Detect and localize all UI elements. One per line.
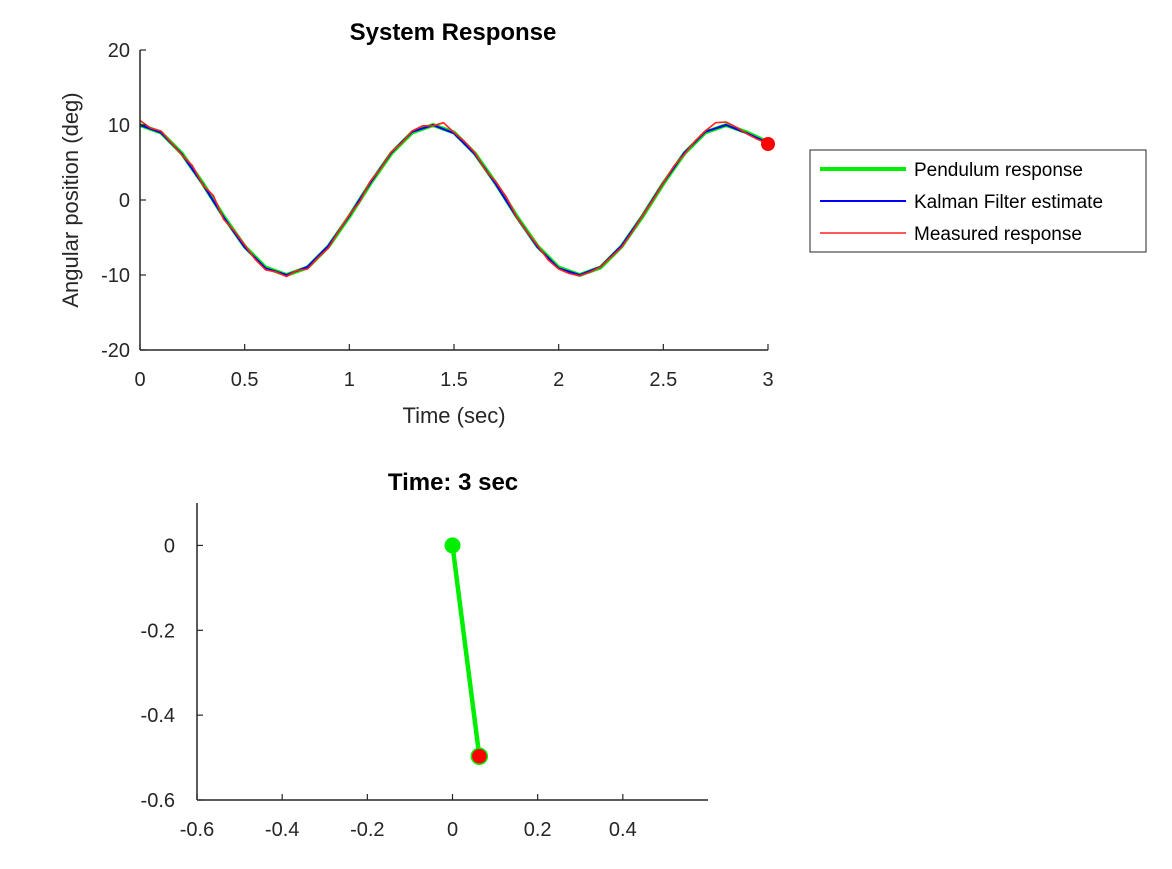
bottom-y-tick-label: -0.2 [141, 620, 175, 642]
bottom-x-tick-label: 0.4 [609, 819, 637, 841]
top-x-tick-label: 3 [762, 369, 773, 391]
bottom-x-tick-label: -0.6 [180, 819, 214, 841]
pendulum-animation-chart: Time: 3 sec -0.6 -0.4 -0.2 0 0.2 0.4 -0.6 -0.4… [141, 469, 708, 841]
top-x-tick-label: 0 [134, 369, 145, 391]
top-y-tick-label: -20 [101, 340, 130, 362]
top-x-tick-label: 1 [344, 369, 355, 391]
top-x-tick-label: 0.5 [231, 369, 259, 391]
bottom-chart-title: Time: 3 sec [388, 469, 518, 496]
top-chart-title: System Response [350, 19, 557, 46]
top-x-axis-label: Time (sec) [402, 403, 505, 428]
bottom-x-ticks: -0.6 -0.4 -0.2 0 0.2 0.4 [180, 794, 637, 841]
top-x-tick-label: 2 [553, 369, 564, 391]
top-y-tick-label: 10 [108, 115, 130, 137]
bottom-y-tick-label: 0 [164, 535, 175, 557]
bottom-y-tick-label: -0.6 [141, 790, 175, 812]
pendulum-pivot [444, 537, 461, 554]
top-x-ticks: 0 0.5 1 1.5 2 2.5 3 [134, 344, 774, 391]
top-y-tick-label: 0 [119, 190, 130, 212]
system-response-chart: System Response 0 0.5 1 1.5 2 2.5 3 -20 -10 0 10 2… [58, 19, 775, 428]
series-line-measured [139, 119, 769, 278]
pendulum-rod [450, 543, 482, 759]
top-y-tick-label: 20 [108, 40, 130, 62]
legend-label-kalman: Kalman Filter estimate [914, 192, 1103, 213]
bottom-x-tick-label: 0.2 [524, 819, 552, 841]
series-line-kalman [139, 124, 769, 276]
top-y-ticks: -20 -10 0 10 20 [101, 40, 146, 362]
legend: Pendulum response Kalman Filter estimate… [809, 149, 1147, 253]
legend-label-measured: Measured response [914, 224, 1082, 245]
bottom-x-tick-label: -0.2 [350, 819, 384, 841]
end-marker-dot [761, 137, 775, 151]
bottom-y-ticks: -0.6 -0.4 -0.2 0 [141, 535, 203, 812]
top-axes [139, 50, 768, 351]
top-x-tick-label: 1.5 [440, 369, 468, 391]
bottom-x-tick-label: -0.4 [265, 819, 299, 841]
bottom-x-tick-label: 0 [447, 819, 458, 841]
top-x-tick-label: 2.5 [649, 369, 677, 391]
top-y-axis-label: Angular position (deg) [58, 92, 83, 307]
series-line-pendulum [139, 123, 769, 277]
top-y-tick-label: -10 [101, 265, 130, 287]
pendulum-bob [470, 747, 489, 766]
bottom-plot-area [444, 537, 489, 766]
legend-label-pendulum: Pendulum response [914, 160, 1083, 181]
top-plot-area [139, 119, 775, 278]
bottom-y-tick-label: -0.4 [141, 705, 175, 727]
